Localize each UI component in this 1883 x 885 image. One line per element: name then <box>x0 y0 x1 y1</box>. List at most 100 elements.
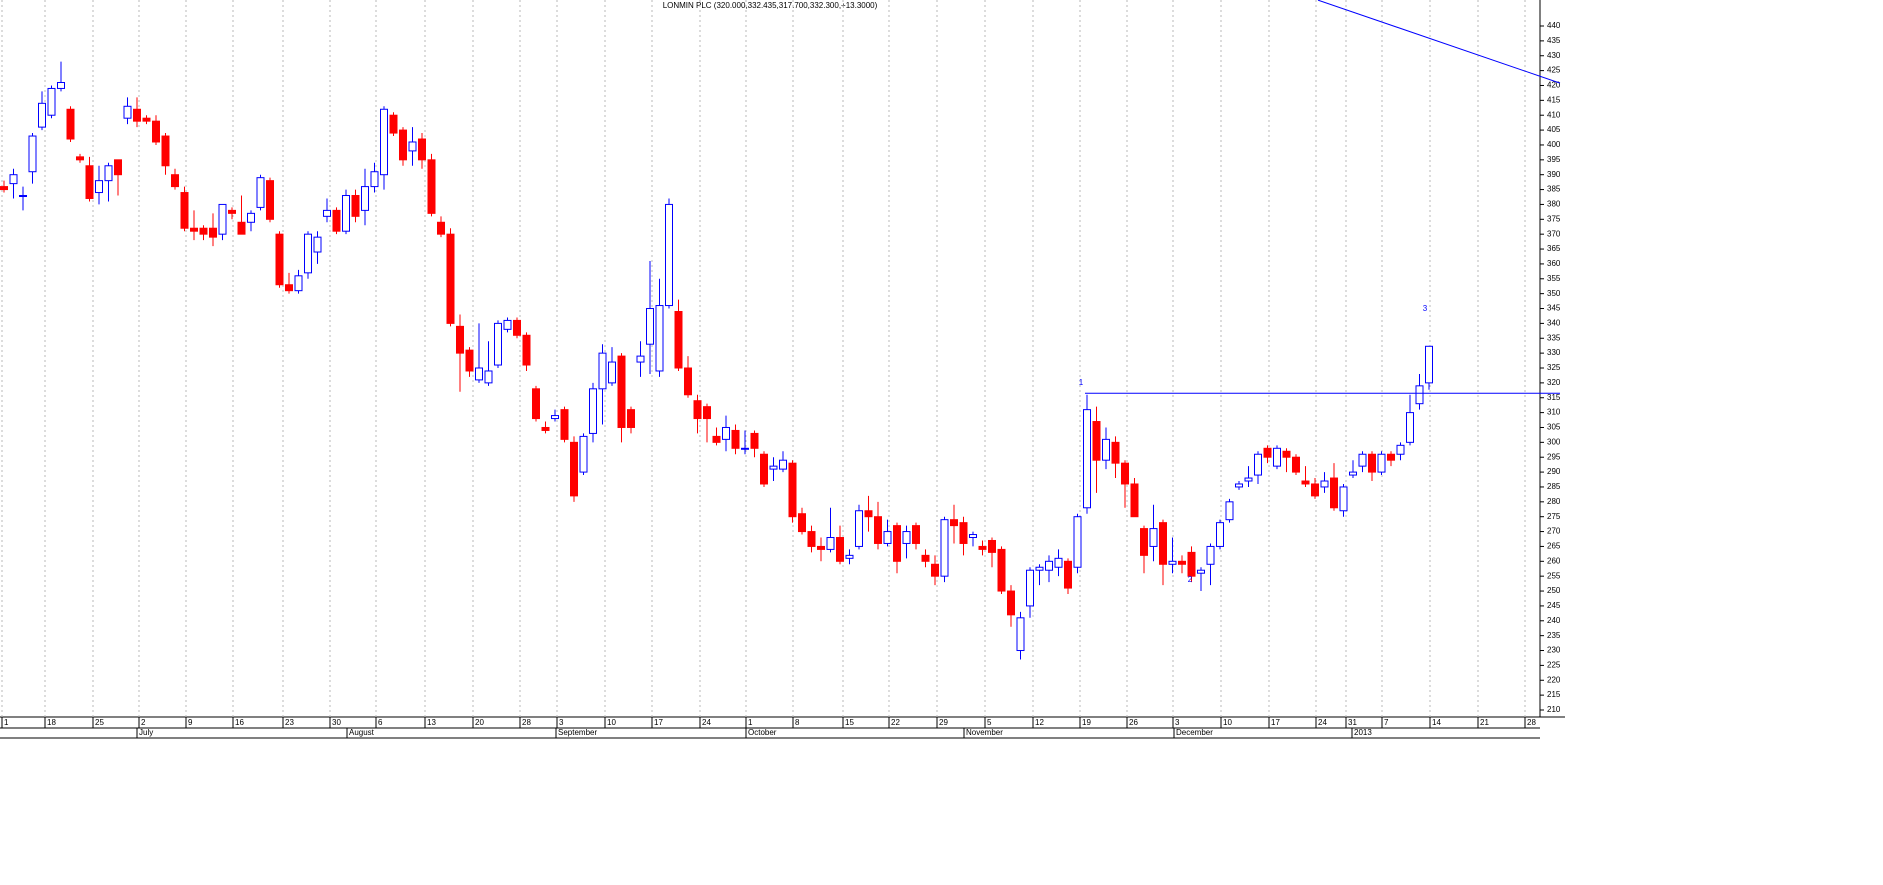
month-label: July <box>139 728 153 737</box>
candle-body <box>950 519 958 527</box>
month-label: September <box>558 728 597 737</box>
candle-body <box>285 284 293 292</box>
candle-body <box>1121 462 1129 485</box>
x-tick-label: 10 <box>607 718 616 727</box>
candle-body <box>266 180 274 220</box>
y-tick-label: 425 <box>1547 66 1561 75</box>
candle-body <box>636 355 645 363</box>
candle-body <box>703 406 711 420</box>
candle-body <box>902 531 911 544</box>
candle-body <box>275 233 284 286</box>
x-tick-label: 30 <box>332 718 341 727</box>
candle-body <box>1339 486 1348 512</box>
x-tick-label: 3 <box>559 718 564 727</box>
x-tick-label: 13 <box>427 718 436 727</box>
candle-body <box>1311 483 1319 497</box>
y-tick-label: 340 <box>1547 319 1561 328</box>
candle-body <box>66 108 75 140</box>
candle-body <box>323 209 331 217</box>
candle-body <box>142 117 151 122</box>
candle-body <box>76 156 84 161</box>
month-label: 2013 <box>1354 728 1372 737</box>
candle-body <box>712 435 721 443</box>
candle-body <box>931 563 939 577</box>
candle-body <box>85 165 94 199</box>
y-tick-label: 405 <box>1547 125 1561 134</box>
candle-body <box>1235 483 1243 488</box>
candle-body <box>437 221 445 235</box>
y-tick-label: 225 <box>1547 661 1561 670</box>
candle-body <box>608 361 616 384</box>
candle-body <box>418 138 426 161</box>
candle-body <box>1406 412 1414 443</box>
x-tick-label: 17 <box>654 718 663 727</box>
wave-label: 2 <box>1188 575 1193 584</box>
candle-body <box>465 349 474 372</box>
candle-body <box>722 426 730 440</box>
wave-label: 1 <box>1079 378 1084 387</box>
candle-body <box>1026 569 1034 607</box>
y-tick-label: 440 <box>1547 21 1561 30</box>
candle-body <box>0 186 8 191</box>
x-tick-label: 21 <box>1480 718 1489 727</box>
candle-body <box>864 510 873 518</box>
candle-body <box>114 159 122 176</box>
candle-body <box>817 545 825 550</box>
candle-body <box>788 462 797 518</box>
candle-body <box>769 465 778 470</box>
y-tick-label: 395 <box>1547 155 1561 164</box>
candle-body <box>503 319 512 330</box>
month-label: August <box>349 728 375 737</box>
y-tick-label: 400 <box>1547 140 1561 149</box>
candle-body <box>655 305 664 372</box>
candle-body <box>684 367 692 396</box>
candle-body <box>57 82 65 89</box>
candle-body <box>874 516 882 544</box>
y-tick-label: 285 <box>1547 482 1561 491</box>
candle-body <box>1159 522 1167 565</box>
candle-body <box>589 388 597 434</box>
candle-body <box>798 513 806 533</box>
candle-body <box>560 409 569 440</box>
candle-body <box>893 525 901 562</box>
candle-body <box>912 525 920 544</box>
x-tick-label: 9 <box>188 718 193 727</box>
y-tick-label: 325 <box>1547 363 1561 372</box>
candle-body <box>1045 560 1053 571</box>
wave-label: 3 <box>1423 304 1428 313</box>
candle-body <box>1396 444 1405 455</box>
candle-body <box>1102 438 1110 461</box>
candle-body <box>845 554 854 559</box>
trend-line <box>1317 0 1561 84</box>
candle-body <box>161 135 170 167</box>
candle-body <box>9 174 18 185</box>
x-tick-label: 18 <box>47 718 56 727</box>
candle-body <box>1187 551 1196 577</box>
x-tick-label: 5 <box>987 718 992 727</box>
y-tick-label: 410 <box>1547 110 1561 119</box>
candle-body <box>1387 453 1395 461</box>
y-tick-label: 345 <box>1547 304 1561 313</box>
x-tick-label: 25 <box>95 718 104 727</box>
x-tick-label: 8 <box>795 718 800 727</box>
candle-body <box>988 539 996 553</box>
y-tick-label: 350 <box>1547 289 1561 298</box>
x-tick-label: 1 <box>4 718 9 727</box>
candle-body <box>1073 516 1082 568</box>
candle-body <box>351 195 360 217</box>
candle-body <box>361 186 369 211</box>
y-tick-label: 215 <box>1547 690 1561 699</box>
candle-body <box>1301 480 1310 485</box>
candle-body <box>1206 545 1215 565</box>
candle-body <box>28 135 37 173</box>
x-tick-label: 20 <box>475 718 484 727</box>
candle-body <box>190 227 198 232</box>
y-tick-label: 230 <box>1547 646 1561 655</box>
candle-body <box>532 388 540 420</box>
candle-body <box>997 548 1006 592</box>
candle-body <box>1254 453 1262 476</box>
x-tick-label: 3 <box>1175 718 1180 727</box>
candle-body <box>551 415 559 420</box>
x-tick-label: 17 <box>1271 718 1280 727</box>
candle-body <box>760 453 768 485</box>
